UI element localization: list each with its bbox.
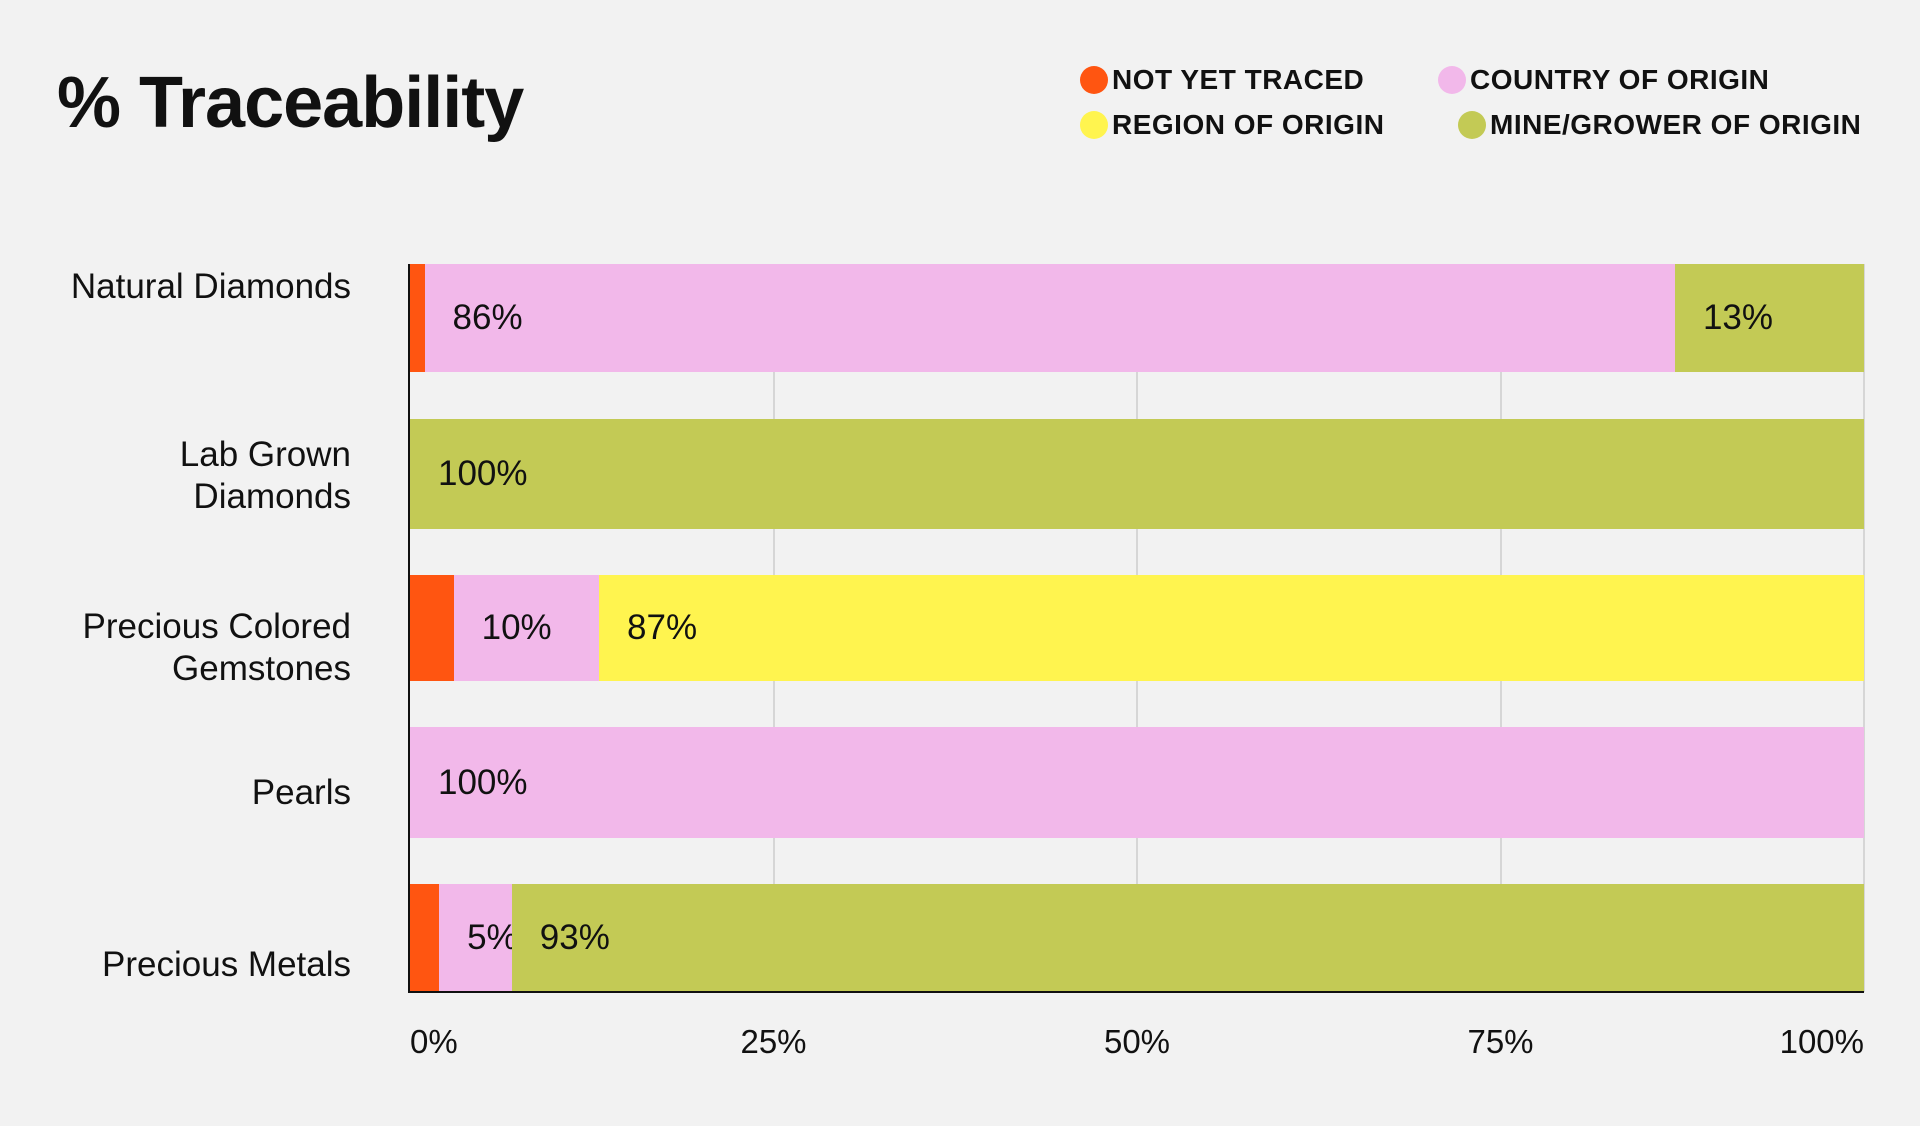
- bar-segment: [1674, 264, 1864, 372]
- y-tick-label: Pearls: [251, 773, 351, 812]
- legend-marker: [1080, 66, 1108, 94]
- bar-segment: [453, 575, 599, 681]
- data-label: 86%: [452, 298, 523, 337]
- y-tick-label: Natural Diamonds: [70, 267, 351, 306]
- bar-segment: [424, 264, 1675, 372]
- bar-segment: [511, 884, 1864, 992]
- x-tick-label: 50%: [1103, 1023, 1171, 1060]
- data-label: 10%: [481, 608, 552, 647]
- data-label: 87%: [627, 608, 698, 647]
- bar-segment: [599, 575, 1864, 681]
- bar-segment: [410, 727, 1864, 838]
- legend-marker: [1438, 66, 1466, 94]
- data-label: 100%: [438, 454, 528, 493]
- legend-label: REGION OF ORIGIN: [1112, 109, 1385, 140]
- y-tick-label: Lab Grown Diamonds: [179, 435, 351, 516]
- legend-label: MINE/GROWER OF ORIGIN: [1490, 109, 1862, 140]
- data-label: 5%: [467, 918, 518, 957]
- grid-line: [1863, 264, 1865, 992]
- x-tick-label: 0%: [410, 1023, 458, 1060]
- data-label: 13%: [1702, 298, 1774, 337]
- legend-marker: [1458, 111, 1486, 139]
- bar-segment: [410, 884, 440, 992]
- bar-segment: [410, 575, 454, 681]
- x-tick-label: 75%: [1467, 1023, 1534, 1060]
- legend-label: NOT YET TRACED: [1112, 64, 1365, 95]
- y-tick-label: Precious Metals: [102, 945, 351, 984]
- bar-segment: [410, 419, 1864, 529]
- bar-segment: [410, 264, 425, 372]
- legend-label: COUNTRY OF ORIGIN: [1470, 64, 1770, 95]
- bar-segment: [439, 884, 512, 992]
- data-label: 93%: [539, 918, 610, 957]
- y-axis-line: [408, 264, 410, 992]
- legend-marker: [1080, 111, 1108, 139]
- x-tick-label: 100%: [1779, 1023, 1864, 1060]
- x-axis-line: [408, 991, 1864, 993]
- data-label: 100%: [438, 762, 528, 802]
- y-tick-label: Precious Colored Gemstones: [82, 607, 351, 688]
- x-tick-label: 25%: [740, 1023, 807, 1060]
- chart-title: % Traceability: [57, 63, 524, 143]
